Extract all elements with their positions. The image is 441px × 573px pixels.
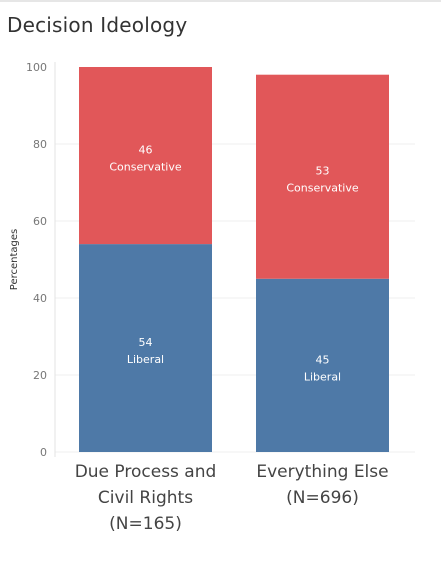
data-label: 45 xyxy=(316,353,330,366)
bar-segment xyxy=(79,67,212,245)
y-axis-title: Percentages xyxy=(9,229,20,290)
y-tick-label: 100 xyxy=(26,61,47,74)
series-label: Liberal xyxy=(127,353,164,366)
category-label: Everything Else xyxy=(256,462,388,482)
category-label: Civil Rights xyxy=(98,488,193,508)
chart-title: Decision Ideology xyxy=(7,13,188,37)
top-divider xyxy=(0,0,441,2)
data-label: 53 xyxy=(316,165,330,178)
category-label: (N=165) xyxy=(109,514,182,534)
bar-segment xyxy=(79,244,212,452)
y-tick-label: 20 xyxy=(33,369,47,382)
bar-segment xyxy=(256,74,389,279)
series-label: Conservative xyxy=(286,182,359,195)
category-label: Due Process and xyxy=(75,462,217,482)
bar-segment xyxy=(256,278,389,452)
category-label: (N=696) xyxy=(286,488,359,508)
data-label: 46 xyxy=(139,144,153,157)
y-tick-label: 0 xyxy=(40,446,47,459)
series-label: Conservative xyxy=(109,161,182,174)
y-tick-label: 60 xyxy=(33,215,47,228)
y-tick-label: 40 xyxy=(33,292,47,305)
data-label: 54 xyxy=(139,336,153,349)
y-tick-label: 80 xyxy=(33,138,47,151)
series-label: Liberal xyxy=(304,370,341,383)
